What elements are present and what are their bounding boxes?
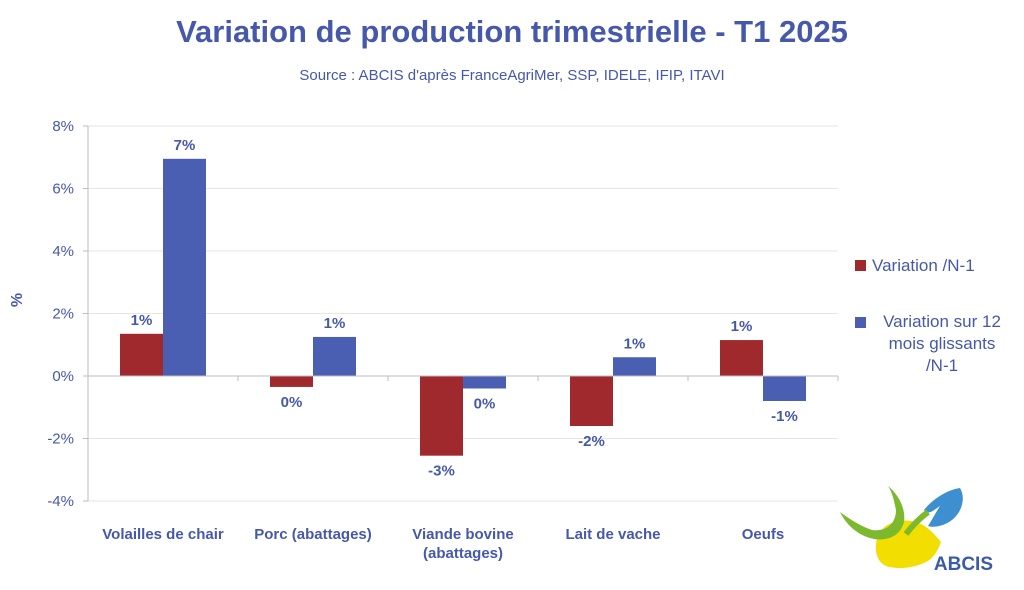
bar-variation-12-mois xyxy=(613,357,656,376)
legend-line: mois glissants xyxy=(888,334,996,353)
y-tick-label: 0% xyxy=(52,368,74,385)
x-tick-label: Volailles de chair xyxy=(102,526,224,543)
x-tick-label: Viande bovine xyxy=(412,526,513,543)
bar-variation-12-mois xyxy=(163,158,206,376)
chart-subtitle: Source : ABCIS d'après FranceAgriMer, SS… xyxy=(299,67,725,84)
legend-line: /N-1 xyxy=(925,356,959,375)
bar-variation-n1 xyxy=(270,376,313,387)
x-tick-label: Oeufs xyxy=(742,526,785,543)
data-label: 1% xyxy=(324,315,346,332)
y-tick-label: -2% xyxy=(47,431,74,448)
y-axis-label: % xyxy=(9,293,26,307)
legend-item-variation-n1: Variation /N-1 xyxy=(855,255,975,277)
data-label: 0% xyxy=(281,394,303,411)
x-tick-label: Porc (abattages) xyxy=(254,526,372,543)
legend-item-variation-12-mois: Variation sur 12 mois glissants/N-1 xyxy=(855,311,1015,377)
bar-variation-n1 xyxy=(120,333,163,376)
data-label: -2% xyxy=(578,433,605,450)
data-label: -1% xyxy=(771,408,798,425)
data-label: 1% xyxy=(131,312,153,329)
bar-variation-n1 xyxy=(570,376,613,426)
y-tick-label: 2% xyxy=(52,306,74,323)
data-label: 0% xyxy=(474,396,496,413)
data-label: 7% xyxy=(174,137,196,154)
legend-label-multiline: Variation sur 12 mois glissants/N-1 xyxy=(872,311,1012,377)
bar-variation-12-mois xyxy=(763,376,806,401)
logo-blue-leaf xyxy=(924,488,963,527)
bar-variation-12-mois xyxy=(463,376,506,389)
logo-text: ABCIS xyxy=(934,554,993,575)
abcis-logo: ABCIS xyxy=(840,486,993,575)
logo-green-stroke xyxy=(903,509,930,536)
x-tick-label: (abattages) xyxy=(423,545,503,562)
legend-line: Variation sur 12 xyxy=(883,312,1001,331)
legend-swatch-red xyxy=(855,260,866,271)
chart-title: Variation de production trimestrielle - … xyxy=(176,14,848,49)
data-label: 1% xyxy=(731,318,753,335)
bar-variation-12-mois xyxy=(313,336,356,376)
y-tick-label: 8% xyxy=(52,118,74,135)
logo-green-leaf xyxy=(840,486,905,540)
data-label: -3% xyxy=(428,463,455,480)
legend-label: Variation /N-1 xyxy=(872,256,975,275)
legend-swatch-blue xyxy=(855,317,866,328)
y-tick-label: 6% xyxy=(52,181,74,198)
y-tick-label: 4% xyxy=(52,243,74,260)
x-tick-label: Lait de vache xyxy=(565,526,660,543)
bar-variation-n1 xyxy=(720,340,763,376)
data-label: 1% xyxy=(624,335,646,352)
bar-variation-n1 xyxy=(420,376,463,456)
y-tick-label: -4% xyxy=(47,493,74,510)
